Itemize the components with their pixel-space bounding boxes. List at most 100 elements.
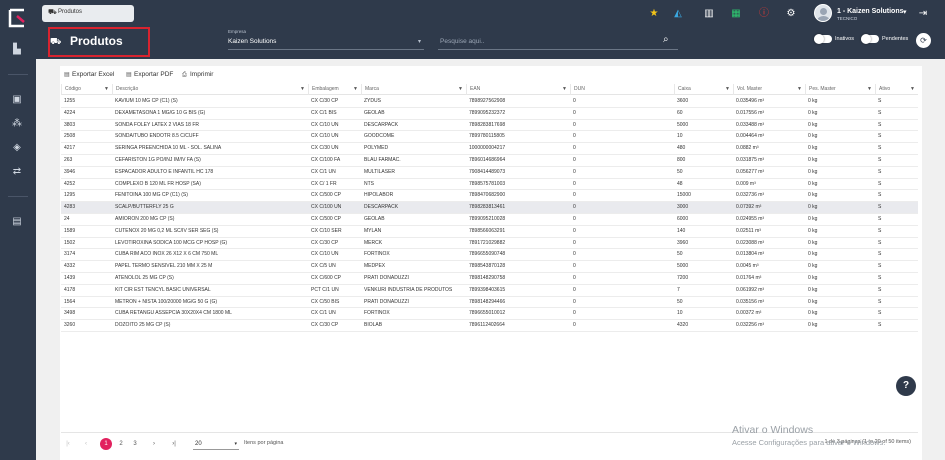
table-row[interactable]: 1589 CUTENOX 20 MG 0,2 ML SC/IV SER SEG (… (61, 226, 918, 238)
report-icon[interactable]: ▤ (12, 216, 22, 227)
export-excel-button[interactable]: ▤ Exportar Excel (64, 71, 114, 78)
cell-dun: 0 (573, 204, 576, 211)
cell-description: SONDA FOLEY LATEX 2 VIAS 18 FR (115, 121, 200, 128)
users-icon[interactable]: ⁂ (12, 118, 22, 129)
chevron-down-icon[interactable]: ▾ (903, 9, 907, 16)
search-icon[interactable]: ⌕ (663, 34, 669, 45)
toggle-pendentes[interactable] (861, 34, 879, 44)
table-row[interactable]: 3803 SONDA FOLEY LATEX 2 VIAS 18 FR CX C/1… (61, 120, 918, 132)
refresh-icon: ⟳ (920, 36, 927, 45)
table-row[interactable]: 3174 CUBA RIM ACO INOX 26 X12 X 6 CM 750 … (61, 249, 918, 262)
help-button[interactable]: ? (896, 376, 916, 396)
table-row[interactable]: 3946 ESPACADOR ADULTO E INFANTIL HC 178 CX… (61, 167, 918, 179)
filter-icon[interactable]: ▼ (797, 86, 802, 92)
cell-packaging: CX C/30 CP (311, 239, 339, 246)
cell-code: 1502 (64, 239, 76, 246)
column-header-active[interactable]: Ativo ▼ (875, 84, 918, 95)
export-pdf-button[interactable]: ▤ Exportar PDF (126, 71, 173, 78)
table-row[interactable]: 1502 LEVOTIROXINA SODICA 100 MCG CP HOSP … (61, 238, 918, 250)
column-header-code[interactable]: Código ▼ (61, 84, 112, 95)
table-row[interactable]: 3498 CUBA RETANGU ASSEPCIA 30X20X4 CM 180… (61, 308, 918, 321)
user-name[interactable]: 1 - Kaizen Solutions (837, 8, 904, 15)
table-row[interactable]: 4217 SERINGA PREENCHIDA 10 ML - SOL. SALI… (61, 143, 918, 155)
page-size-select[interactable]: 20 ▾ (193, 438, 239, 450)
column-header-dun[interactable]: DUN (570, 84, 674, 95)
column-header-box[interactable]: Caixa ▼ (674, 84, 733, 95)
tab-produtos[interactable]: ⛟ Produtos (42, 5, 134, 22)
table-row[interactable]: 4178 KIT CIR EST TENCYL BASIC UNIVERSAL PC… (61, 285, 918, 297)
toggle-inativos[interactable] (814, 34, 832, 44)
cell-ean: 7891721029882 (469, 239, 506, 246)
filter-icon[interactable]: ▼ (353, 86, 358, 92)
cell-dun: 0 (573, 192, 576, 199)
avatar[interactable] (814, 4, 832, 22)
first-page-icon[interactable]: |‹ (66, 441, 70, 447)
page-2-button[interactable]: 2 (119, 441, 123, 447)
last-page-icon[interactable]: ›| (172, 441, 176, 447)
table-row[interactable]: 4224 DEXAMETASONA 1 MG/G 10 G BIS (G) CX C… (61, 108, 918, 120)
logout-icon[interactable]: ⇥ (918, 8, 928, 19)
print-button[interactable]: ⎙ Imprimir (182, 71, 213, 79)
column-header-label: Ativo (879, 86, 891, 92)
page-1-button[interactable]: 1 (100, 438, 112, 450)
column-header-packaging[interactable]: Embalagem ▼ (308, 84, 361, 95)
search-input[interactable]: Pesquise aqui.. (440, 38, 485, 45)
filter-icon[interactable]: ▼ (562, 86, 567, 92)
filter-icon[interactable]: ▼ (725, 86, 730, 92)
file-excel-icon: ▤ (64, 72, 70, 78)
cell-active: S (878, 145, 882, 152)
column-header-vol-master[interactable]: Vol. Master ▼ (733, 84, 805, 95)
filter-icon[interactable]: ▼ (910, 86, 915, 92)
table-row[interactable]: 24 AMIORON 200 MG CP (S) CX C/500 CP GEOLAB… (61, 214, 918, 226)
transfer-icon[interactable]: ⇄ (12, 166, 22, 177)
table-row[interactable]: 1255 KAVIUM 10 MG CP (C1) (S) CX C/30 CP ZY… (61, 96, 918, 108)
refresh-button[interactable]: ⟳ (916, 33, 931, 48)
filter-icon[interactable]: ▼ (458, 86, 463, 92)
table-row[interactable]: 2508 SONDA/TUBO ENDOTR 8.5 C/CUFF CX C/10 … (61, 131, 918, 144)
table-row[interactable]: 1295 FENITOINA 100 MG CP (C1) (S) CX C/500… (61, 190, 918, 203)
table-row[interactable]: 1439 ATENOLOL 25 MG CP (S) CX C/600 CP PRAT… (61, 273, 918, 285)
chevron-down-icon[interactable]: ▾ (418, 39, 422, 45)
page-3-button[interactable]: 3 (133, 441, 137, 447)
table-row[interactable]: 4252 COMPLEXO B 120 ML FR HOSP (SA) CX C/ … (61, 179, 918, 191)
cell-brand: BLAU FARMAC. (364, 157, 401, 163)
prev-page-icon[interactable]: ‹ (85, 441, 87, 447)
table-row[interactable]: 3260 DOZOITO 25 MG CP (S) CX C/30 CP BIOLAB… (61, 320, 918, 332)
cell-weight-master: 0 kg (808, 157, 818, 163)
building-icon[interactable]: ▙ (13, 44, 21, 55)
cell-code: 3946 (64, 168, 76, 175)
table-row[interactable]: 1564 METRON + NISTA 100/20000 MG/G 50 G (… (61, 297, 918, 309)
cell-box: 15000 (677, 192, 691, 199)
cell-packaging: CX C/30 CP (311, 98, 339, 104)
cell-packaging: CX C/ 1 FR (311, 180, 337, 187)
cell-weight-master: 0 kg (808, 168, 818, 175)
clipboard-icon[interactable]: ▣ (12, 94, 22, 105)
table-row[interactable]: 263 CEFARISTON 1G PO/INJ IM/IV FA (S) CX C… (61, 155, 918, 167)
graduation-cap-icon[interactable]: ◭ (674, 8, 682, 19)
filter-icon[interactable]: ▼ (104, 86, 109, 92)
windows-activation-watermark: Ativar o Windows Acesse Configurações pa… (732, 424, 885, 447)
table-row[interactable]: 4332 PAPEL TERMO SENSIVEL 210 MM X 25 M CX… (61, 261, 918, 273)
map-icon[interactable]: ▥ (704, 8, 714, 19)
empresa-select[interactable]: Kaizen Solutions (228, 38, 277, 45)
tag-icon[interactable]: ◈ (13, 142, 21, 153)
cell-active: S (878, 263, 882, 270)
cell-vol-master: 0.013804 m³ (736, 251, 765, 258)
cell-packaging: CX C/100 FA (311, 157, 341, 163)
column-header-description[interactable]: Descrição ▼ (112, 84, 308, 95)
chart-icon[interactable]: ▦ (731, 8, 741, 19)
filter-icon[interactable]: ▼ (300, 86, 305, 92)
column-header-weight-master[interactable]: Pes. Master ▼ (805, 84, 875, 95)
cell-packaging: CX C/10 UN (311, 133, 339, 140)
column-header-ean[interactable]: EAN ▼ (466, 84, 570, 95)
cell-weight-master: 0 kg (808, 227, 818, 234)
column-header-brand[interactable]: Marca ▼ (361, 84, 466, 95)
cell-active: S (878, 180, 882, 187)
table-row[interactable]: 4283 SCALP/BUTTERFLY 25 G CX C/100 UN DESCA… (61, 202, 918, 214)
app-logo[interactable] (8, 8, 28, 28)
help-circle-icon[interactable]: ⓘ (759, 8, 769, 19)
star-icon[interactable]: ★ (649, 8, 659, 19)
next-page-icon[interactable]: › (153, 441, 155, 447)
filter-icon[interactable]: ▼ (867, 86, 872, 92)
gear-icon[interactable]: ⚙ (786, 8, 796, 19)
